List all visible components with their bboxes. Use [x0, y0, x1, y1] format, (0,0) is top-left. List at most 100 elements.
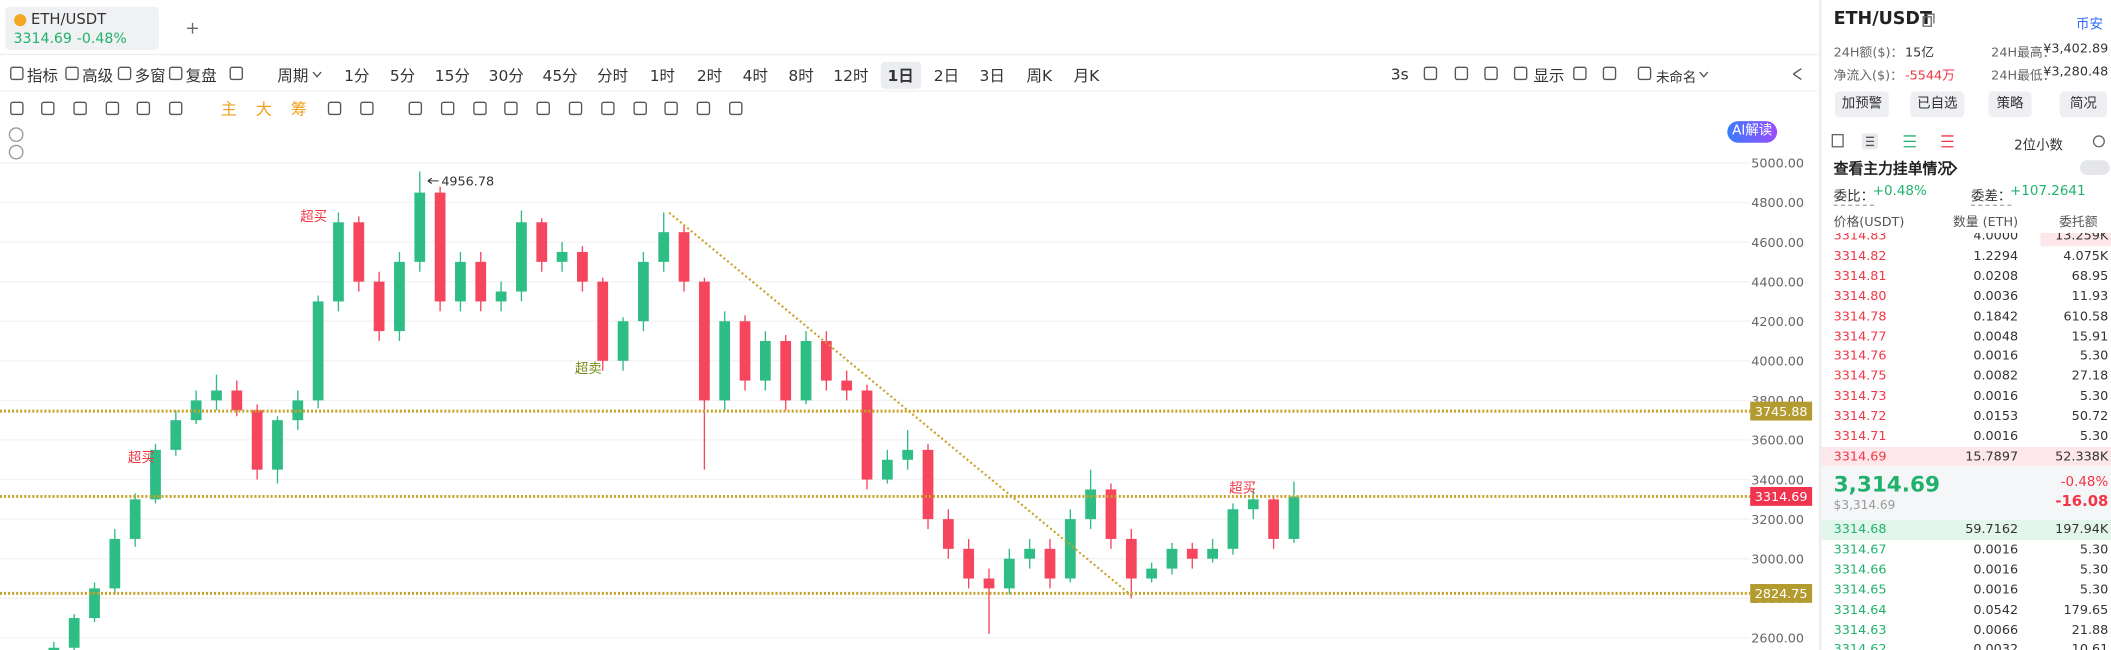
- panel-button[interactable]: 策略: [1988, 91, 2032, 118]
- period-button[interactable]: 2时: [696, 65, 723, 85]
- book-row[interactable]: 3314.77 0.0048 15.91: [1822, 326, 2111, 346]
- tool-icon[interactable]: [1637, 66, 1652, 81]
- tool-icon[interactable]: [568, 101, 583, 116]
- tool-icon[interactable]: [327, 101, 342, 116]
- tool-icon[interactable]: [168, 101, 183, 116]
- book-row[interactable]: 3314.80 0.0036 11.93: [1822, 286, 2111, 306]
- period-button[interactable]: 2日: [933, 65, 960, 85]
- book-row[interactable]: 3314.71 0.0016 5.30: [1822, 427, 2111, 447]
- tool-icon[interactable]: [1602, 66, 1617, 81]
- tool-icon[interactable]: [9, 66, 24, 81]
- book-price: 3314.75: [1833, 369, 1887, 385]
- indicator-button[interactable]: 大: [255, 99, 272, 119]
- tool-icon[interactable]: [664, 101, 679, 116]
- tool-icon[interactable]: [229, 66, 244, 81]
- period-button[interactable]: 4时: [742, 65, 768, 85]
- tool-icon[interactable]: [504, 101, 519, 116]
- tool-icon[interactable]: [1513, 66, 1528, 81]
- book-price: 3314.62: [1834, 640, 1887, 650]
- book-row[interactable]: 3314.72 0.0153 50.72: [1822, 407, 2111, 427]
- tool-icon[interactable]: [136, 101, 151, 116]
- period-button[interactable]: 周K: [1026, 65, 1053, 85]
- book-row[interactable]: 3314.69 15.7897 52.338K: [1821, 446, 2111, 468]
- panel-button[interactable]: 已自选: [1910, 91, 1965, 118]
- period-button[interactable]: 3日: [979, 65, 1005, 85]
- collapse-icon[interactable]: [8, 144, 24, 160]
- tool-icon[interactable]: [359, 101, 374, 116]
- candle-body: [820, 341, 832, 381]
- tool-icon[interactable]: [696, 101, 711, 116]
- symbol-tab[interactable]: ETH/USDT 3314.69 -0.48%: [5, 6, 159, 50]
- period-button[interactable]: 30分: [488, 65, 524, 85]
- period-button[interactable]: 45分: [542, 65, 578, 85]
- book-row[interactable]: 3314.73 0.0016 5.30: [1822, 387, 2111, 407]
- tool-icon[interactable]: [105, 101, 120, 116]
- tool-icon[interactable]: [9, 101, 24, 116]
- indicator-button[interactable]: 筹: [290, 99, 307, 119]
- period-button[interactable]: 1分: [344, 65, 370, 85]
- book-row[interactable]: 3314.63 0.0066 21.88: [1822, 620, 2111, 640]
- period-menu[interactable]: 周期: [277, 65, 309, 85]
- layout-name[interactable]: 未命名: [1655, 71, 1697, 87]
- tool-icon[interactable]: [536, 101, 551, 116]
- indicator-button[interactable]: 主: [220, 99, 237, 119]
- period-button[interactable]: 1日: [880, 61, 921, 89]
- tool-icon[interactable]: [440, 101, 455, 116]
- tool-icon[interactable]: [728, 101, 743, 116]
- tool-icon[interactable]: [1423, 66, 1438, 81]
- book-row[interactable]: 3314.78 0.1842 610.58: [1822, 306, 2111, 326]
- tool-icon[interactable]: [1454, 66, 1469, 81]
- book-row[interactable]: 3314.76 0.0016 5.30: [1822, 347, 2111, 367]
- book-row[interactable]: 3314.67 0.0016 5.30: [1822, 540, 2111, 560]
- period-button[interactable]: 15分: [434, 65, 470, 85]
- display-menu[interactable]: 显示: [1533, 65, 1565, 85]
- tool-icon[interactable]: [600, 101, 615, 116]
- period-button[interactable]: 8时: [788, 65, 814, 85]
- toggle[interactable]: [2080, 160, 2110, 176]
- toolbar-item[interactable]: 高级: [82, 65, 114, 85]
- trend-line[interactable]: [668, 211, 1132, 596]
- ai-button[interactable]: AI解读: [1727, 121, 1778, 143]
- tool-icon[interactable]: [408, 101, 423, 116]
- period-button[interactable]: 1时: [649, 65, 676, 85]
- toolbar-item[interactable]: 复盘: [185, 65, 217, 85]
- book-row[interactable]: 3314.68 59.7162 197.94K: [1821, 519, 2111, 540]
- book-row[interactable]: 3314.75 0.0082 27.18: [1822, 367, 2111, 387]
- tool-icon[interactable]: [1484, 66, 1499, 81]
- period-button[interactable]: 5分: [389, 65, 416, 85]
- panel-button[interactable]: 加预警: [1835, 91, 1889, 118]
- exchange-link[interactable]: 币安: [2075, 17, 2103, 33]
- precision-select[interactable]: 2位小数: [2014, 138, 2064, 154]
- tool-icon[interactable]: [73, 101, 88, 116]
- book-row[interactable]: 3314.81 0.0208 68.95: [1822, 266, 2111, 286]
- copy-icon[interactable]: [1922, 13, 1935, 27]
- tool-icon[interactable]: [473, 101, 488, 116]
- tool-icon[interactable]: [1572, 66, 1587, 81]
- tool-icon[interactable]: [65, 66, 80, 81]
- tool-icon[interactable]: [117, 66, 132, 81]
- depth-link[interactable]: 查看主力挂单情况: [1833, 160, 1953, 178]
- book-row[interactable]: 3314.66 0.0016 5.30: [1822, 560, 2111, 580]
- candle-body: [1085, 489, 1097, 520]
- add-tab[interactable]: [186, 22, 199, 35]
- refresh-interval[interactable]: 3s: [1390, 64, 1409, 84]
- period-button[interactable]: 12时: [833, 65, 869, 85]
- collapse-icon[interactable]: [8, 127, 24, 143]
- book-row[interactable]: 3314.82 1.2294 4.075K: [1822, 246, 2111, 266]
- candle-body: [881, 459, 893, 480]
- toolbar-item[interactable]: 指标: [26, 65, 58, 85]
- book-total: 610.58: [2063, 309, 2109, 324]
- panel-button[interactable]: 简况: [2059, 91, 2107, 118]
- tool-icon[interactable]: [168, 66, 183, 81]
- column-header[interactable]: 委托额: [2059, 215, 2098, 231]
- candle-body: [1166, 548, 1178, 569]
- tool-icon[interactable]: [633, 101, 648, 116]
- book-row[interactable]: 3314.65 0.0016 5.30: [1822, 580, 2111, 600]
- share-icon[interactable]: [1789, 66, 1805, 82]
- toolbar-item[interactable]: 多窗: [134, 65, 166, 85]
- book-row[interactable]: 3314.64 0.0542 179.65: [1822, 600, 2111, 620]
- period-button[interactable]: 月K: [1073, 65, 1100, 85]
- tool-icon[interactable]: [40, 101, 55, 116]
- period-button[interactable]: 分时: [597, 65, 629, 85]
